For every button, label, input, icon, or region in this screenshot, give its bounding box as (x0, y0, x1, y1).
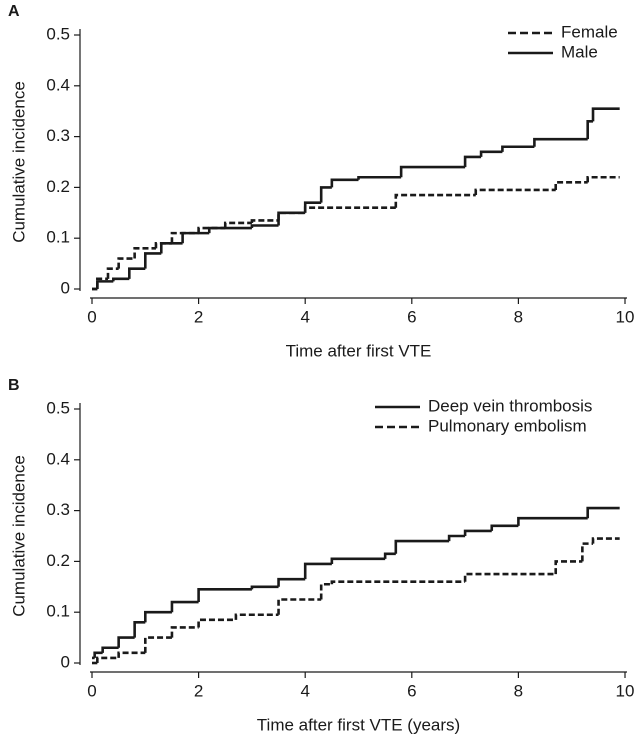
line-step (319, 582, 332, 600)
line-step (303, 206, 396, 213)
line-step (112, 277, 130, 282)
legend-label: Female (561, 22, 618, 41)
line-step (591, 107, 620, 122)
x-tick-label: 4 (300, 307, 309, 326)
line-step (133, 247, 156, 259)
line-step (463, 572, 556, 582)
line-step (96, 280, 114, 289)
line-step (133, 621, 146, 638)
line-step (117, 636, 135, 648)
line-step (303, 201, 322, 213)
line-step (533, 137, 588, 147)
line-step (447, 534, 466, 542)
y-tick-label: 0.3 (46, 500, 70, 519)
line-step (586, 506, 620, 519)
y-axis-label: Cumulative incidence (9, 81, 28, 243)
y-axis-label: Cumulative incidence (9, 455, 28, 617)
x-tick-label: 0 (87, 681, 96, 700)
line-step (144, 610, 172, 623)
y-tick-label: 0.2 (46, 551, 70, 570)
line-step (128, 267, 146, 279)
line-step (277, 577, 306, 587)
y-tick-label: 0.2 (46, 177, 70, 196)
y-tick-label: 0.4 (46, 449, 70, 468)
line-step (197, 588, 252, 603)
line-step (106, 267, 119, 279)
line-step (234, 613, 279, 620)
legend-label: Deep vein thrombosis (428, 396, 592, 415)
line-step (319, 186, 332, 203)
line-step (207, 226, 252, 234)
y-tick-label: 0.1 (46, 228, 70, 247)
line-step (490, 524, 519, 531)
line-step (554, 560, 583, 575)
line-step (93, 651, 103, 658)
panel-label: A (8, 3, 20, 20)
line-step (117, 257, 135, 269)
x-tick-label: 6 (407, 307, 416, 326)
line-step (399, 165, 466, 178)
x-tick-label: 8 (514, 307, 523, 326)
x-tick-label: 0 (87, 307, 96, 326)
line-step (154, 241, 172, 249)
line-step (517, 516, 588, 526)
line-step (250, 219, 279, 223)
line-step (250, 585, 279, 590)
line-step (197, 618, 236, 628)
y-tick-label: 0.5 (46, 398, 70, 417)
y-tick-label: 0.1 (46, 602, 70, 621)
line-step (581, 542, 594, 562)
line-step (591, 537, 620, 544)
line-step (96, 656, 119, 663)
x-tick-label: 10 (616, 307, 635, 326)
x-tick-label: 4 (300, 681, 309, 700)
line-step (474, 188, 556, 196)
line-step (394, 539, 450, 554)
x-tick-label: 2 (194, 307, 203, 326)
x-tick-label: 10 (616, 681, 635, 700)
line-step (501, 145, 535, 152)
line-step (170, 600, 199, 613)
line-step (144, 636, 172, 653)
line-step (357, 175, 402, 180)
x-tick-label: 6 (407, 681, 416, 700)
y-tick-label: 0.3 (46, 126, 70, 145)
panel-label: B (8, 377, 20, 394)
line-step (383, 552, 396, 559)
line-step (330, 557, 386, 564)
line-step (117, 651, 146, 658)
y-tick-label: 0 (61, 652, 70, 671)
line-step (101, 646, 119, 653)
line-step (159, 241, 183, 254)
line-step (277, 598, 322, 615)
x-axis-label: Time after first VTE (286, 341, 432, 360)
line-step (463, 155, 482, 168)
line-step (303, 562, 332, 580)
line-step (394, 193, 476, 208)
line-step (463, 529, 492, 536)
x-tick-label: 8 (514, 681, 523, 700)
y-tick-label: 0.4 (46, 75, 70, 94)
line-step (250, 224, 279, 229)
line-step (170, 231, 199, 244)
line-step (586, 120, 594, 140)
line-step (170, 626, 199, 638)
line-step (330, 580, 466, 585)
line-step (554, 181, 588, 190)
y-tick-label: 0 (61, 278, 70, 297)
legend-label: Pulmonary embolism (428, 416, 587, 435)
line-step (181, 231, 210, 244)
line-step (330, 178, 359, 188)
legend-label: Male (561, 42, 598, 61)
x-tick-label: 2 (194, 681, 203, 700)
x-axis-label: Time after first VTE (years) (257, 715, 460, 734)
line-step (223, 221, 252, 229)
line-step (479, 150, 503, 157)
y-tick-label: 0.5 (46, 24, 70, 43)
line-step (144, 252, 162, 269)
line-step (586, 175, 620, 183)
line-step (277, 211, 306, 226)
